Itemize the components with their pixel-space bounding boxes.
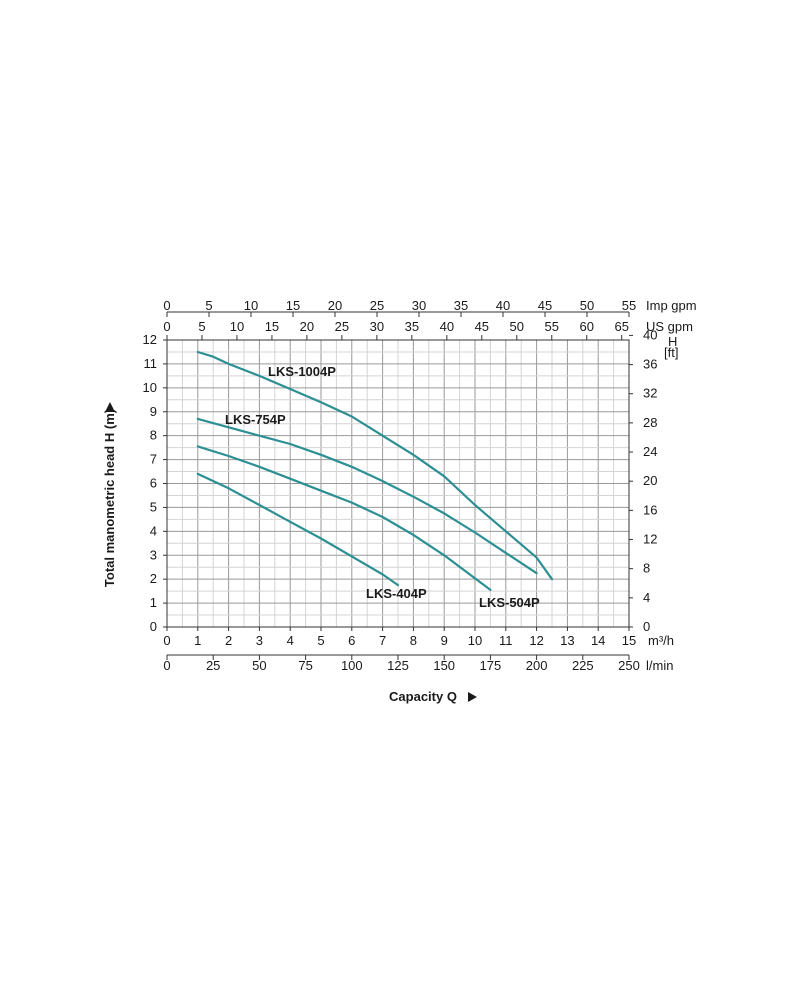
h-ft-tick-label: 20 bbox=[643, 473, 657, 488]
l-min-tick-label: 200 bbox=[526, 658, 548, 673]
grid-lines bbox=[167, 340, 629, 627]
h-ft-tick-label: 16 bbox=[643, 502, 657, 517]
curve-lks-1004p bbox=[196, 350, 554, 581]
h-ft-tick-label: 28 bbox=[643, 415, 657, 430]
x-tick-label: 2 bbox=[225, 633, 232, 648]
us-gpm-unit-label: US gpm bbox=[646, 319, 693, 334]
us-gpm-tick-label: 10 bbox=[230, 319, 244, 334]
l-min-tick-label: 225 bbox=[572, 658, 594, 673]
h-ft-unit-sublabel: [ft] bbox=[664, 345, 678, 360]
imp-gpm-tick-label: 45 bbox=[538, 298, 552, 313]
h-ft-tick-label: 36 bbox=[643, 357, 657, 372]
us-gpm-tick-label: 5 bbox=[198, 319, 205, 334]
us-gpm-tick-label: 15 bbox=[265, 319, 279, 334]
x-axis-arrow-icon bbox=[468, 692, 477, 702]
us-gpm-tick-label: 65 bbox=[614, 319, 628, 334]
l-min-tick-label: 50 bbox=[252, 658, 266, 673]
x-tick-label: 3 bbox=[256, 633, 263, 648]
l-min-tick-label: 75 bbox=[298, 658, 312, 673]
y-tick-label: 9 bbox=[150, 404, 157, 419]
us-gpm-tick-label: 0 bbox=[163, 319, 170, 334]
y-tick-label: 8 bbox=[150, 428, 157, 443]
y-axis-title: Total manometric head H (m) bbox=[102, 409, 117, 587]
x-tick-label: 7 bbox=[379, 633, 386, 648]
l-min-tick-label: 175 bbox=[480, 658, 502, 673]
y-tick-label: 6 bbox=[150, 476, 157, 491]
x-tick-label: 1 bbox=[194, 633, 201, 648]
y-tick-label: 5 bbox=[150, 499, 157, 514]
y-tick-label: 12 bbox=[143, 332, 157, 347]
l-min-tick-label: 25 bbox=[206, 658, 220, 673]
h-ft-tick-label: 32 bbox=[643, 386, 657, 401]
imp-gpm-unit-label: Imp gpm bbox=[646, 298, 697, 313]
x-tick-label: 12 bbox=[529, 633, 543, 648]
h-ft-tick-label: 4 bbox=[643, 590, 650, 605]
x-tick-label: 9 bbox=[441, 633, 448, 648]
x-tick-label: 11 bbox=[499, 633, 513, 648]
y-axis-arrow-icon bbox=[105, 402, 115, 412]
l-min-tick-label: 100 bbox=[341, 658, 363, 673]
l-min-tick-label: 150 bbox=[433, 658, 455, 673]
h-ft-tick-label: 24 bbox=[643, 444, 657, 459]
imp-gpm-tick-label: 15 bbox=[286, 298, 300, 313]
curve-label-lks-754p: LKS-754P bbox=[225, 412, 286, 427]
curve-lks-754p bbox=[196, 417, 538, 575]
x-tick-label: 15 bbox=[622, 633, 636, 648]
imp-gpm-tick-label: 10 bbox=[244, 298, 258, 313]
curve-label-lks-1004p: LKS-1004P bbox=[268, 364, 336, 379]
imp-gpm-tick-label: 50 bbox=[580, 298, 594, 313]
imp-gpm-tick-label: 30 bbox=[412, 298, 426, 313]
us-gpm-tick-label: 50 bbox=[510, 319, 524, 334]
y-tick-label: 2 bbox=[150, 571, 157, 586]
imp-gpm-tick-label: 40 bbox=[496, 298, 510, 313]
x-tick-label: 5 bbox=[317, 633, 324, 648]
x-tick-label: 10 bbox=[468, 633, 482, 648]
x-axis-title: Capacity Q bbox=[389, 689, 457, 704]
x-tick-label: 14 bbox=[591, 633, 605, 648]
y-tick-label: 0 bbox=[150, 619, 157, 634]
imp-gpm-tick-label: 5 bbox=[205, 298, 212, 313]
pump-curves: LKS-1004P LKS-754P LKS-504P LKS-404P bbox=[196, 350, 554, 610]
y-tick-label: 7 bbox=[150, 452, 157, 467]
x-tick-label: 8 bbox=[410, 633, 417, 648]
y-tick-label: 3 bbox=[150, 547, 157, 562]
us-gpm-tick-label: 60 bbox=[580, 319, 594, 334]
x-tick-label: 13 bbox=[560, 633, 574, 648]
l-min-tick-label: 250 bbox=[618, 658, 640, 673]
imp-gpm-tick-label: 25 bbox=[370, 298, 384, 313]
l-min-unit-label: l/min bbox=[646, 658, 673, 673]
x-tick-label: 4 bbox=[287, 633, 294, 648]
y-tick-label: 10 bbox=[143, 380, 157, 395]
h-ft-tick-label: 12 bbox=[643, 532, 657, 547]
imp-gpm-tick-label: 35 bbox=[454, 298, 468, 313]
us-gpm-tick-label: 25 bbox=[335, 319, 349, 334]
h-ft-tick-label: 40 bbox=[643, 327, 657, 342]
imp-gpm-tick-label: 20 bbox=[328, 298, 342, 313]
imp-gpm-tick-label: 0 bbox=[163, 298, 170, 313]
curve-lks-504p bbox=[196, 445, 492, 592]
us-gpm-tick-label: 40 bbox=[440, 319, 454, 334]
us-gpm-tick-label: 20 bbox=[300, 319, 314, 334]
h-ft-tick-label: 0 bbox=[643, 619, 650, 634]
h-ft-unit-label: H bbox=[668, 334, 677, 349]
us-gpm-tick-label: 30 bbox=[370, 319, 384, 334]
x-unit-label: m³/h bbox=[648, 633, 674, 648]
us-gpm-tick-label: 55 bbox=[545, 319, 559, 334]
l-min-tick-label: 0 bbox=[163, 658, 170, 673]
x-tick-label: 0 bbox=[163, 633, 170, 648]
h-ft-tick-label: 8 bbox=[643, 561, 650, 576]
us-gpm-tick-label: 45 bbox=[475, 319, 489, 334]
curve-lks-404p bbox=[196, 472, 400, 587]
us-gpm-tick-label: 35 bbox=[405, 319, 419, 334]
x-tick-label: 6 bbox=[348, 633, 355, 648]
imp-gpm-tick-label: 55 bbox=[622, 298, 636, 313]
curve-label-lks-504p: LKS-504P bbox=[479, 595, 540, 610]
y-tick-label: 1 bbox=[150, 595, 157, 610]
y-tick-label: 11 bbox=[144, 356, 158, 371]
curve-label-lks-404p: LKS-404P bbox=[366, 586, 427, 601]
y-tick-label: 4 bbox=[150, 523, 157, 538]
l-min-tick-label: 125 bbox=[387, 658, 409, 673]
